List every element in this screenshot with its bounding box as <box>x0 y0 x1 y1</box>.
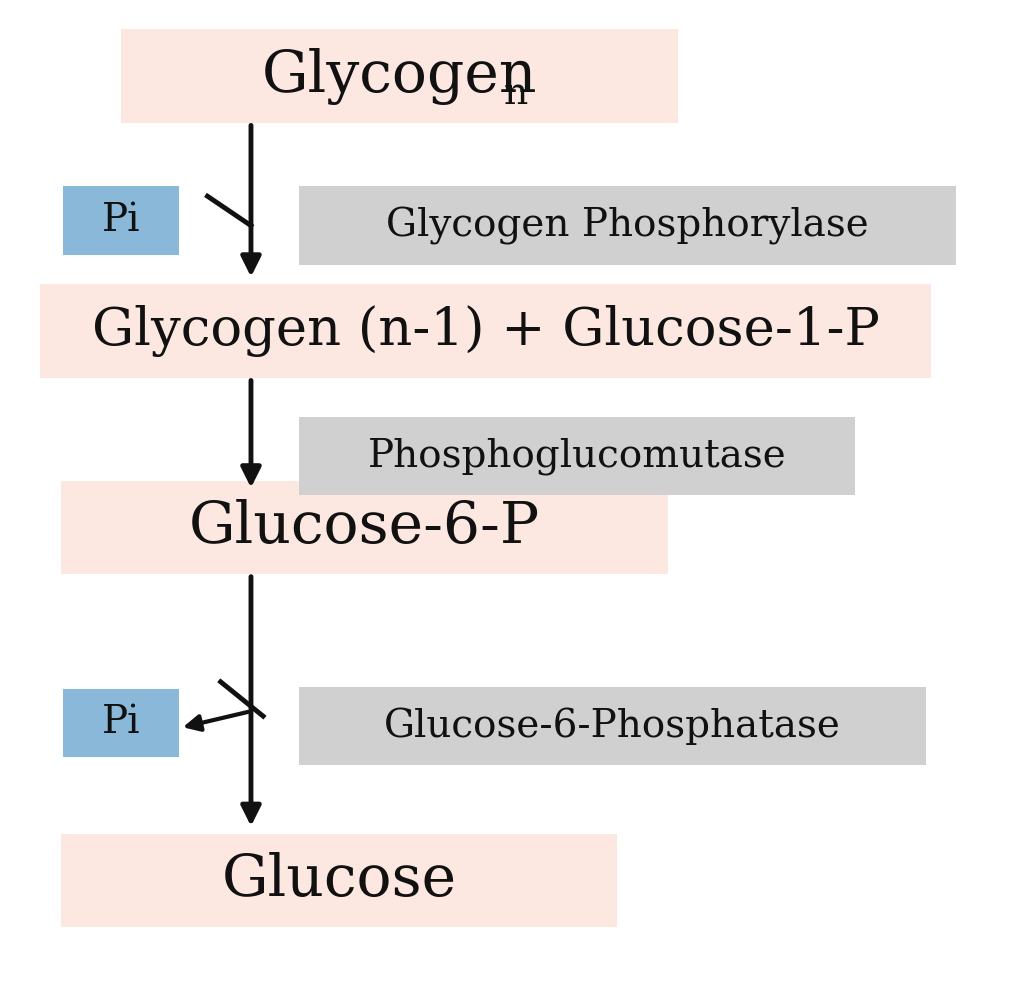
Text: Glycogen (n-1) + Glucose-1-P: Glycogen (n-1) + Glucose-1-P <box>92 305 879 357</box>
Text: Glucose: Glucose <box>221 852 456 908</box>
FancyBboxPatch shape <box>298 417 854 495</box>
FancyBboxPatch shape <box>61 481 667 574</box>
FancyBboxPatch shape <box>40 284 930 378</box>
FancyBboxPatch shape <box>298 687 925 765</box>
FancyBboxPatch shape <box>63 689 179 757</box>
Text: Pi: Pi <box>101 704 141 742</box>
FancyBboxPatch shape <box>121 29 677 123</box>
Text: Glycogen: Glycogen <box>262 47 537 105</box>
FancyBboxPatch shape <box>61 834 617 927</box>
FancyBboxPatch shape <box>63 186 179 255</box>
Text: Glucose-6-Phosphatase: Glucose-6-Phosphatase <box>383 707 840 745</box>
Text: Glycogen Phosphorylase: Glycogen Phosphorylase <box>385 207 868 244</box>
Text: Glucose-6-P: Glucose-6-P <box>188 499 540 555</box>
Text: Phosphoglucomutase: Phosphoglucomutase <box>367 438 786 475</box>
Text: Pi: Pi <box>101 202 141 239</box>
Text: n: n <box>503 76 528 112</box>
FancyBboxPatch shape <box>298 186 955 265</box>
